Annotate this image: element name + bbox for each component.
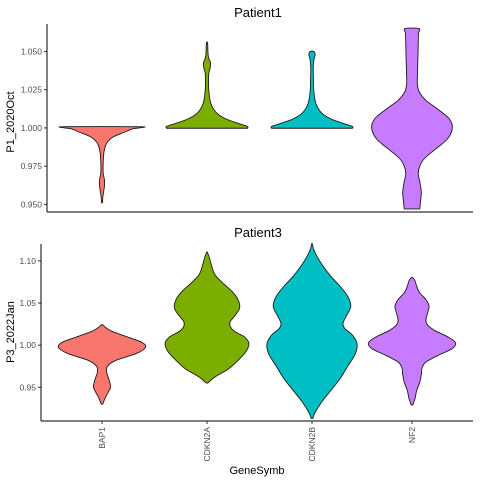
panel-patient3: Patient3 P3_2022Jan 0.95 1.00 1.05 1.10 [5, 225, 473, 422]
y-axis-title-patient3: P3_2022Jan [5, 301, 17, 363]
y-tick-label: 1.05 [19, 298, 36, 308]
x-tick-label-cdkn2b: CDKN2B [307, 427, 317, 462]
y-tick-label: 1.00 [19, 340, 36, 350]
y-tick-label: 1.000 [21, 123, 43, 133]
x-ticks: BAP1 CDKN2A CDKN2B NF2 [97, 421, 417, 461]
x-tick-label-nf2: NF2 [407, 427, 417, 443]
y-tick-label: 0.975 [21, 161, 43, 171]
y-axis-title-patient1: P1_2020Oct [5, 91, 17, 152]
violin-nf2-patient3 [367, 276, 457, 406]
x-tick-label-bap1: BAP1 [97, 427, 107, 449]
x-tick-label-cdkn2a: CDKN2A [202, 427, 212, 462]
y-tick-label: 1.025 [21, 85, 43, 95]
y-tick-label: 0.95 [19, 382, 36, 392]
violin-nf2-patient1 [371, 27, 453, 210]
panel-patient1: Patient1 P1_2020Oct 0.950 0.975 1.000 1.025… [5, 5, 473, 213]
violin-cdkn2b-patient1 [270, 50, 354, 129]
x-axis-title: GeneSymb [229, 465, 284, 477]
violin-bap1-patient1 [58, 126, 146, 204]
violin-cdkn2a-patient3 [164, 251, 250, 384]
violin-group-patient1 [58, 27, 453, 210]
violin-group-patient3 [57, 242, 457, 419]
violin-bap1-patient3 [57, 324, 147, 405]
y-tick-label: 0.950 [21, 199, 43, 209]
panel-title-patient1: Patient1 [234, 5, 282, 20]
y-ticks-patient3: 0.95 1.00 1.05 1.10 [19, 256, 41, 392]
y-ticks-patient1: 0.950 0.975 1.000 1.025 1.050 [21, 47, 47, 209]
y-tick-label: 1.10 [19, 256, 36, 266]
y-tick-label: 1.050 [21, 47, 43, 57]
violin-cdkn2a-patient1 [165, 41, 249, 129]
violin-cdkn2b-patient3 [266, 242, 358, 419]
panel-title-patient3: Patient3 [234, 225, 282, 240]
